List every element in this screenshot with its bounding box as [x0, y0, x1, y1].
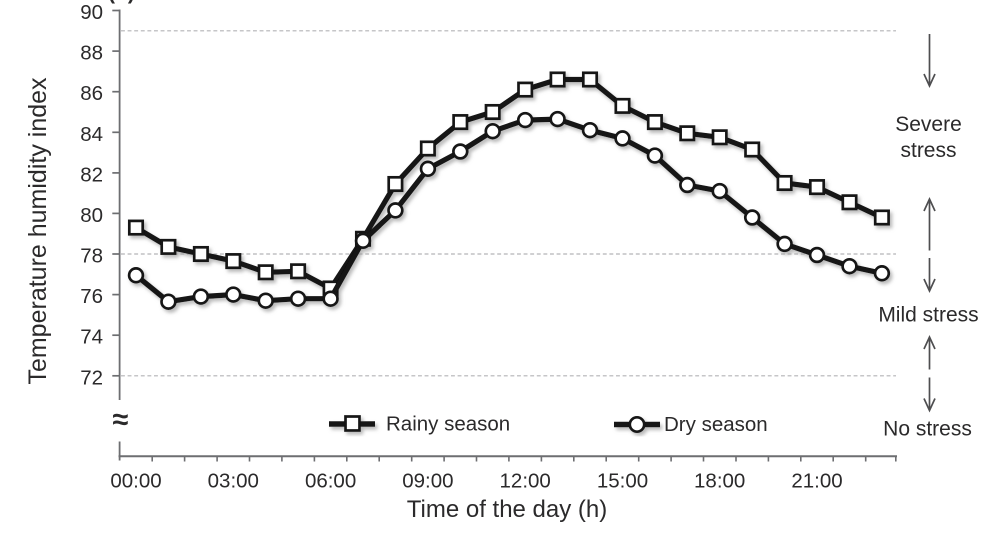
svg-text:90: 90	[80, 1, 103, 24]
svg-text:Dry season: Dry season	[664, 413, 768, 436]
svg-text:Severe: Severe	[895, 113, 962, 136]
svg-text:No stress: No stress	[883, 418, 972, 441]
svg-text:82: 82	[80, 163, 103, 186]
svg-text:18:00: 18:00	[694, 470, 745, 493]
svg-text:Time of the day (h): Time of the day (h)	[407, 496, 608, 523]
svg-text:88: 88	[80, 42, 103, 65]
svg-text:stress: stress	[900, 139, 956, 162]
svg-text:Rainy season: Rainy season	[386, 413, 510, 436]
svg-text:74: 74	[80, 326, 103, 349]
svg-text:03:00: 03:00	[208, 470, 259, 493]
svg-text:(b): (b)	[108, 0, 135, 4]
svg-text:06:00: 06:00	[305, 470, 356, 493]
svg-text:Temperature humidity index: Temperature humidity index	[24, 77, 52, 385]
svg-text:86: 86	[80, 82, 103, 105]
svg-text:Mild stress: Mild stress	[878, 304, 978, 327]
svg-text:12:00: 12:00	[500, 470, 551, 493]
svg-text:21:00: 21:00	[791, 470, 842, 493]
svg-text:80: 80	[80, 204, 103, 227]
svg-text:78: 78	[80, 245, 103, 268]
svg-text:72: 72	[80, 366, 103, 389]
svg-text:09:00: 09:00	[402, 470, 453, 493]
svg-text:00:00: 00:00	[110, 470, 161, 493]
svg-text:76: 76	[80, 285, 103, 308]
svg-text:15:00: 15:00	[597, 470, 648, 493]
svg-text:≈: ≈	[113, 404, 129, 436]
svg-text:84: 84	[80, 123, 103, 146]
